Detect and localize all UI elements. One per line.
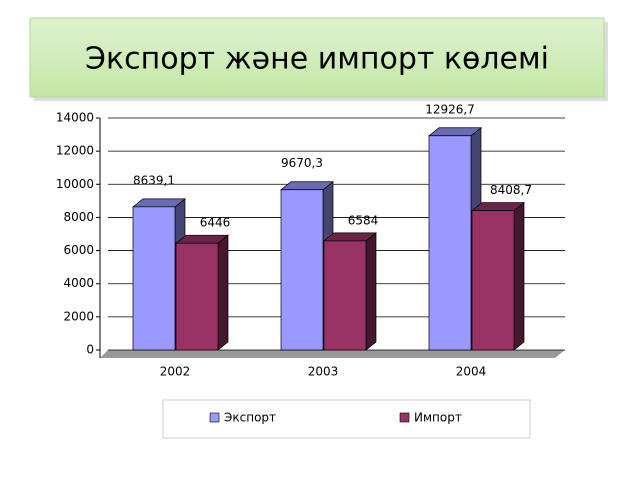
y-tick-label: 12000 — [56, 144, 94, 158]
y-tick-label: 0 — [86, 343, 94, 357]
x-tick-label: 2002 — [160, 365, 191, 379]
legend-swatch — [209, 412, 220, 423]
bar — [280, 189, 324, 351]
y-tick-label: 2000 — [63, 309, 94, 323]
bar-side — [365, 232, 377, 351]
value-label: 8408,7 — [490, 183, 532, 197]
value-label: 6446 — [200, 216, 231, 230]
legend-swatch — [399, 412, 410, 423]
x-tick-label: 2003 — [308, 365, 339, 379]
chart-title: Экспорт және импорт көлемі — [85, 42, 549, 77]
value-label: 12926,7 — [425, 102, 475, 116]
y-tick-label: 10000 — [56, 177, 94, 191]
legend-label: Импорт — [414, 411, 462, 425]
legend-label: Экспорт — [224, 411, 276, 425]
bar-side — [513, 201, 525, 351]
bar — [471, 210, 515, 351]
value-label: 6584 — [348, 213, 379, 227]
bar — [428, 135, 472, 351]
value-label: 9670,3 — [281, 156, 323, 170]
bar — [323, 240, 367, 351]
bar — [132, 206, 176, 351]
bar-side — [217, 234, 229, 351]
bar — [175, 242, 219, 351]
value-label: 8639,1 — [133, 173, 175, 187]
floor — [100, 350, 565, 358]
y-tick-label: 4000 — [63, 276, 94, 290]
title-box — [29, 17, 605, 98]
y-tick-label: 8000 — [63, 210, 94, 224]
y-tick-label: 6000 — [63, 243, 94, 257]
legend-box — [162, 399, 531, 439]
x-tick-label: 2004 — [456, 365, 487, 379]
y-tick-label: 14000 — [56, 111, 94, 125]
